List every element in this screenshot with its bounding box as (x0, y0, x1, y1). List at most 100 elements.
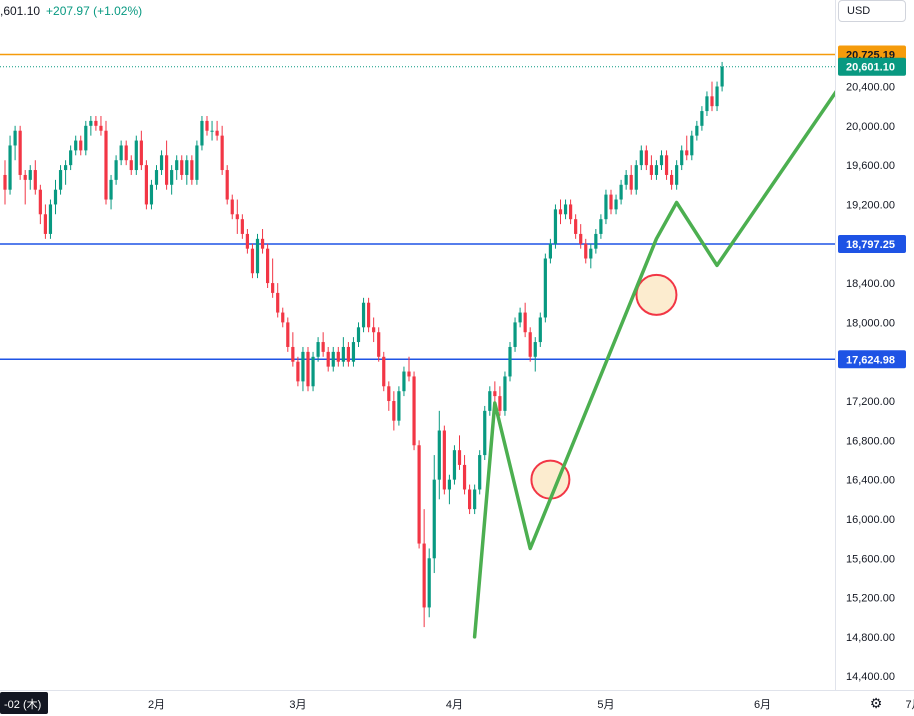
candle-body (518, 312, 522, 323)
candle-body (149, 184, 154, 205)
candle-body (266, 248, 270, 284)
candle-body (139, 140, 143, 166)
candle-body (190, 160, 194, 180)
price-change: +207.97 (+1.02%) (46, 4, 143, 18)
candle-body (372, 327, 376, 333)
candle-body (79, 140, 83, 151)
candle-body (341, 346, 345, 362)
candle-body (170, 170, 174, 185)
candle-body (28, 170, 32, 180)
candle-body (53, 189, 58, 205)
candle-body (109, 179, 113, 200)
candle-body (205, 120, 209, 131)
candle-body (69, 150, 73, 166)
candle-body (432, 479, 436, 559)
candle-body (483, 410, 487, 456)
y-tick-label: 16,800.00 (846, 435, 895, 447)
candle-body (594, 233, 598, 249)
candle-body (599, 219, 603, 234)
candle-body (326, 351, 330, 367)
candle-body (397, 391, 401, 421)
time-axis[interactable]: -02 (木) 2月 3月 4月 5月 6月 7月 (0, 690, 914, 715)
candle-body (558, 209, 563, 215)
candle-body (508, 346, 512, 377)
candle-body (644, 150, 648, 166)
candle-body (685, 150, 689, 156)
candle-body (74, 140, 78, 151)
candle-body (144, 165, 148, 205)
candle-body (695, 125, 699, 136)
candle-body (675, 165, 679, 185)
candle-body (281, 312, 285, 323)
candle-body (104, 130, 108, 200)
candle-body (225, 170, 229, 200)
candle-body (180, 160, 184, 175)
candle-body (670, 174, 674, 185)
candle-body (291, 346, 295, 362)
candle-body (240, 219, 244, 234)
candle-body (427, 558, 431, 608)
candle-body (619, 184, 623, 200)
candle-body (664, 155, 669, 175)
candle-body (94, 120, 98, 126)
candle-body (215, 130, 219, 136)
price-label-bg (838, 235, 906, 254)
candle-body (43, 214, 47, 234)
x-tick-label: 2月 (148, 699, 165, 711)
candle-body (402, 371, 406, 392)
candle-body (356, 327, 361, 343)
candle-body (311, 356, 315, 387)
candle-body (629, 174, 633, 190)
candle-body (533, 342, 537, 357)
candle-body (659, 155, 664, 166)
currency-label: USD (847, 5, 871, 17)
candle-body (134, 140, 138, 171)
candle-body (165, 155, 169, 185)
price-label: 18,797.25 (846, 239, 895, 251)
candle-body (574, 219, 578, 234)
candle-body (710, 96, 714, 107)
y-tick-label: 15,200.00 (846, 593, 895, 605)
candle-body (493, 391, 497, 397)
candle-body (624, 174, 628, 185)
settings-gear-icon[interactable]: ⚙ (869, 695, 883, 711)
y-tick-label: 19,600.00 (846, 160, 895, 172)
y-tick-label: 18,400.00 (846, 278, 895, 290)
candle-body (48, 204, 53, 234)
annotation-circle (635, 273, 678, 316)
candle-body (634, 165, 638, 190)
candle-body (609, 194, 613, 210)
candle-body (159, 155, 164, 171)
candle-body (387, 386, 391, 402)
currency-select[interactable]: USD (838, 0, 906, 22)
x-tick-label: 4月 (446, 699, 463, 711)
candle-body (18, 130, 22, 175)
candle-body (346, 346, 350, 362)
trendline-path (472, 0, 901, 639)
candle-body (468, 489, 472, 510)
candle-body (548, 243, 552, 259)
y-tick-label: 17,200.00 (846, 396, 895, 408)
x-tick-label: 3月 (289, 699, 306, 711)
x-cursor-label-bg (0, 692, 48, 714)
x-tick-label: 5月 (597, 699, 614, 711)
candle-body (200, 120, 204, 146)
x-tick-label: -02 (木) (4, 698, 41, 711)
candle-body (614, 199, 618, 210)
y-tick-label: 15,600.00 (846, 553, 895, 565)
candle-body (316, 342, 320, 357)
candle-body (478, 455, 482, 490)
candle-body (649, 165, 653, 175)
candle-body (230, 199, 234, 215)
candle-body (331, 351, 335, 367)
candle-body (64, 165, 68, 171)
candle-body (543, 258, 547, 318)
candle-body (639, 150, 643, 166)
candle-body (715, 86, 719, 107)
candle-body (89, 120, 93, 126)
candle-body (195, 145, 199, 180)
candle-body (604, 194, 608, 220)
candle-body (321, 342, 325, 352)
candle-body (705, 96, 709, 112)
